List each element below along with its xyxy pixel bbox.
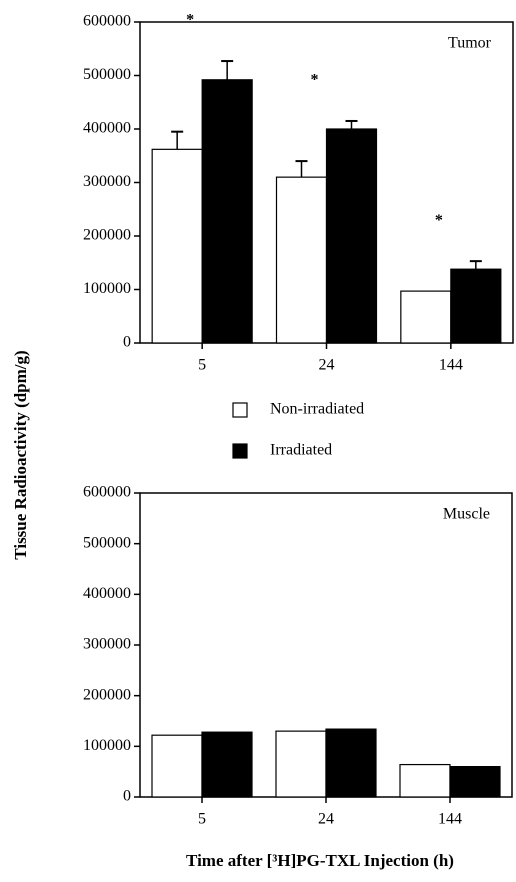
y-tick-label: 600000 (83, 13, 131, 30)
y-tick-label: 300000 (83, 636, 131, 653)
x-tick-label: 144 (439, 357, 463, 374)
y-tick-label: 200000 (83, 686, 131, 703)
bar (151, 734, 203, 798)
y-tick-label: 100000 (83, 280, 131, 297)
bar (449, 765, 501, 798)
significance-marker: * (186, 12, 194, 29)
y-tick-label: 100000 (83, 737, 131, 754)
y-axis-label: Tissue Radioactivity (dpm/g) (11, 350, 30, 559)
panel-label: Tumor (448, 35, 492, 52)
bar (325, 728, 377, 798)
y-tick-label: 200000 (83, 227, 131, 244)
bar (201, 731, 253, 798)
bar (151, 148, 203, 344)
y-tick-label: 400000 (83, 120, 131, 137)
legend-label: Non-irradiated (270, 401, 364, 418)
y-tick-label: 0 (123, 788, 131, 805)
x-tick-label: 24 (318, 811, 334, 828)
significance-marker: * (435, 212, 443, 229)
y-tick-label: 600000 (83, 484, 131, 501)
legend-label: Irradiated (270, 442, 332, 459)
bar (275, 730, 327, 798)
x-tick-label: 24 (319, 357, 335, 374)
x-axis-label: Time after [³H]PG-TXL Injection (h) (186, 851, 454, 870)
legend-swatch (232, 443, 248, 459)
x-tick-label: 144 (438, 811, 462, 828)
bar (325, 128, 378, 344)
y-tick-label: 400000 (83, 585, 131, 602)
bar (450, 268, 502, 344)
bar (275, 176, 328, 344)
y-tick-label: 300000 (83, 173, 131, 190)
y-tick-label: 0 (123, 334, 131, 351)
panel-label: Muscle (443, 506, 490, 523)
y-tick-label: 500000 (83, 66, 131, 83)
significance-marker: * (311, 72, 319, 89)
y-tick-label: 500000 (83, 534, 131, 551)
x-tick-label: 5 (198, 357, 206, 374)
x-tick-label: 5 (198, 811, 206, 828)
bar (399, 763, 451, 798)
legend-swatch (232, 402, 248, 418)
bar (400, 290, 452, 344)
bar (201, 79, 253, 344)
